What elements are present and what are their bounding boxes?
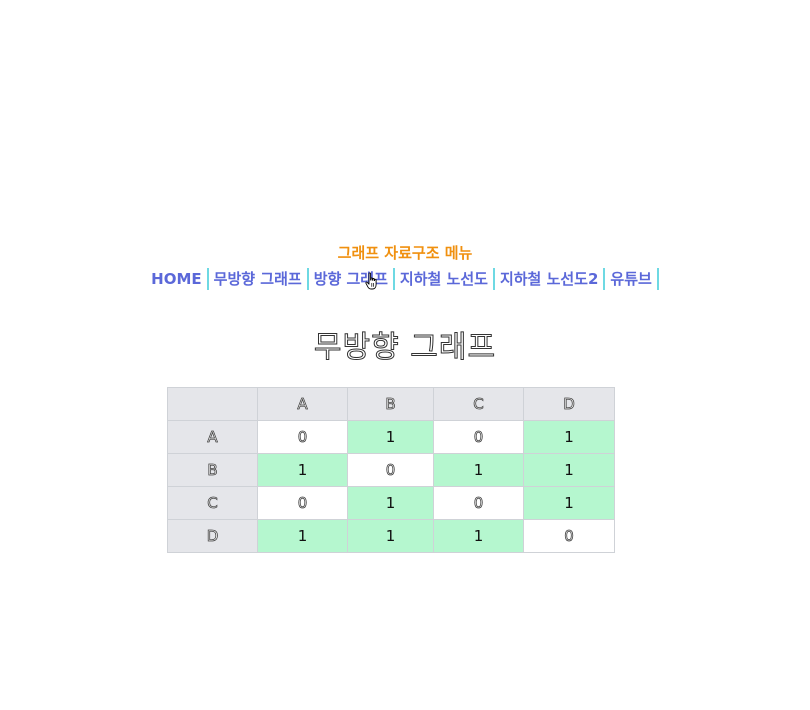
matrix-cell: 1 — [433, 519, 524, 553]
nav-subway-map[interactable]: 지하철 노선도 — [395, 268, 495, 290]
matrix-corner-cell — [167, 387, 258, 421]
matrix-cell: 0 — [523, 519, 615, 553]
menu-title: 그래프 자료구조 메뉴 — [337, 244, 473, 262]
matrix-col-header: B — [347, 387, 434, 421]
matrix-row: A 0 1 0 1 — [167, 420, 615, 454]
matrix-cell: 1 — [257, 453, 348, 487]
matrix-cell: 1 — [523, 486, 615, 520]
matrix-row: B 1 0 1 1 — [167, 453, 615, 487]
matrix-cell: 0 — [347, 453, 434, 487]
matrix-row-header: B — [167, 453, 258, 487]
matrix-cell: 1 — [523, 420, 615, 454]
matrix-row-header: C — [167, 486, 258, 520]
matrix-header-row: A B C D — [167, 387, 615, 421]
matrix-row: D 1 1 1 0 — [167, 519, 615, 553]
matrix-cell: 1 — [433, 453, 524, 487]
matrix-cell: 0 — [433, 486, 524, 520]
nav-youtube[interactable]: 유튜브 — [605, 268, 659, 290]
matrix-col-header: D — [523, 387, 615, 421]
nav-directed-graph[interactable]: 방향 그래프 — [309, 268, 395, 290]
page-title: 무방향 그래프 — [313, 330, 497, 366]
nav-subway-map-2[interactable]: 지하철 노선도2 — [495, 268, 606, 290]
matrix-cell: 0 — [257, 486, 348, 520]
matrix-cell: 1 — [347, 486, 434, 520]
matrix-row: C 0 1 0 1 — [167, 486, 615, 520]
matrix-col-header: A — [257, 387, 348, 421]
matrix-cell: 0 — [433, 420, 524, 454]
nav-home[interactable]: HOME — [151, 268, 209, 290]
nav-undirected-graph[interactable]: 무방향 그래프 — [209, 268, 309, 290]
matrix-row-header: A — [167, 420, 258, 454]
matrix-cell: 1 — [347, 519, 434, 553]
matrix-col-header: C — [433, 387, 524, 421]
matrix-cell: 1 — [257, 519, 348, 553]
matrix-cell: 0 — [257, 420, 348, 454]
adjacency-matrix: A B C D A 0 1 0 1 B 1 0 1 1 C 0 1 0 1 D — [167, 387, 615, 553]
matrix-cell: 1 — [347, 420, 434, 454]
matrix-row-header: D — [167, 519, 258, 553]
main-nav: HOME 무방향 그래프 방향 그래프 지하철 노선도 지하철 노선도2 유튜브 — [0, 268, 810, 290]
matrix-cell: 1 — [523, 453, 615, 487]
hand-pointer-icon — [365, 272, 377, 290]
